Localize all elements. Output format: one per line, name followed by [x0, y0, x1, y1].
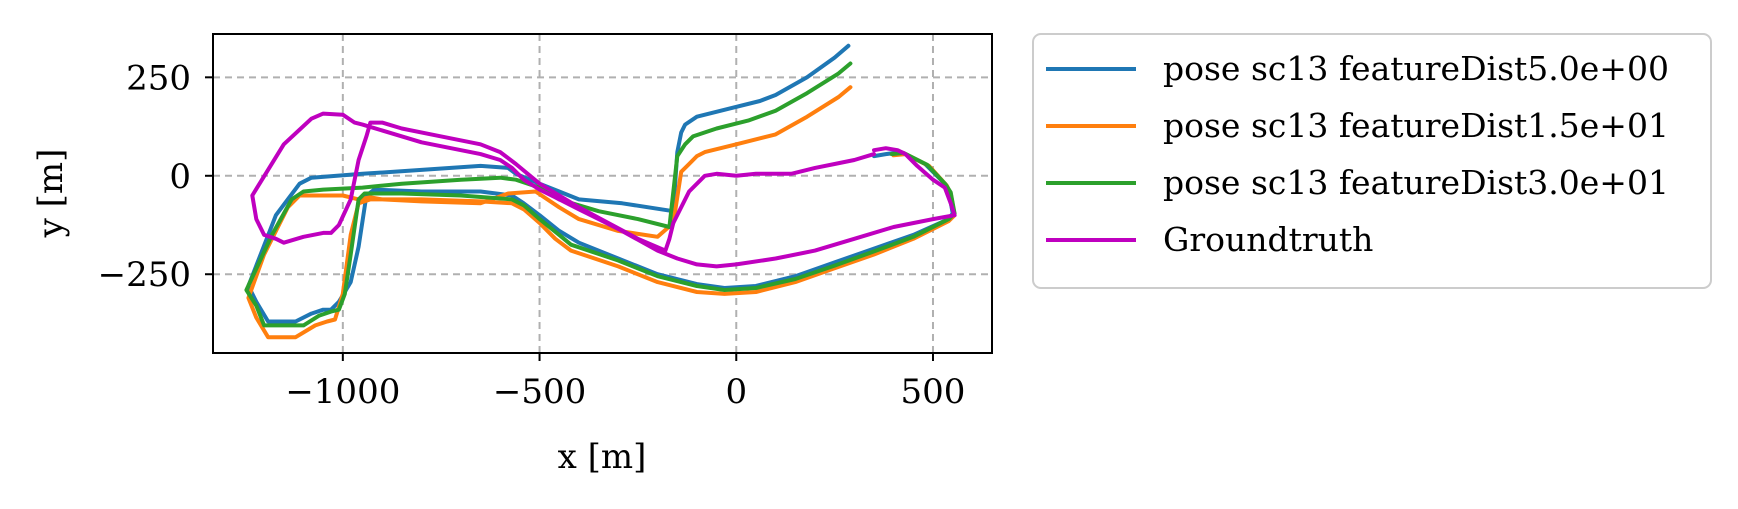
- grid: [213, 34, 992, 353]
- series-line-3: [244, 61, 957, 328]
- legend: pose sc13 featureDist5.0e+00 pose sc13 fe…: [1032, 33, 1712, 289]
- x-axis-label: x [m]: [558, 437, 647, 477]
- y-axis-label: y [m]: [31, 149, 71, 239]
- legend-label-4: Groundtruth: [1163, 220, 1373, 259]
- y-tick-label: 250: [126, 58, 191, 98]
- series-line-4: [250, 111, 957, 269]
- y-tick-label: 0: [169, 157, 191, 197]
- y-tick-label: −250: [98, 255, 191, 295]
- x-tick-label: −1000: [285, 372, 400, 412]
- legend-label-1: pose sc13 featureDist5.0e+00: [1163, 49, 1669, 88]
- x-tick-label: 500: [901, 372, 966, 412]
- series-lines: [244, 43, 957, 340]
- plot-frame: [212, 33, 993, 354]
- ticks: −1000 −500 0 500 250 0 −250: [98, 58, 966, 412]
- legend-frame: [1032, 33, 1712, 289]
- legend-label-2: pose sc13 featureDist1.5e+01: [1163, 106, 1669, 145]
- legend-label-3: pose sc13 featureDist3.0e+01: [1163, 163, 1669, 202]
- x-tick-label: −500: [493, 372, 586, 412]
- x-tick-label: 0: [725, 372, 747, 412]
- series-line-2: [246, 85, 957, 340]
